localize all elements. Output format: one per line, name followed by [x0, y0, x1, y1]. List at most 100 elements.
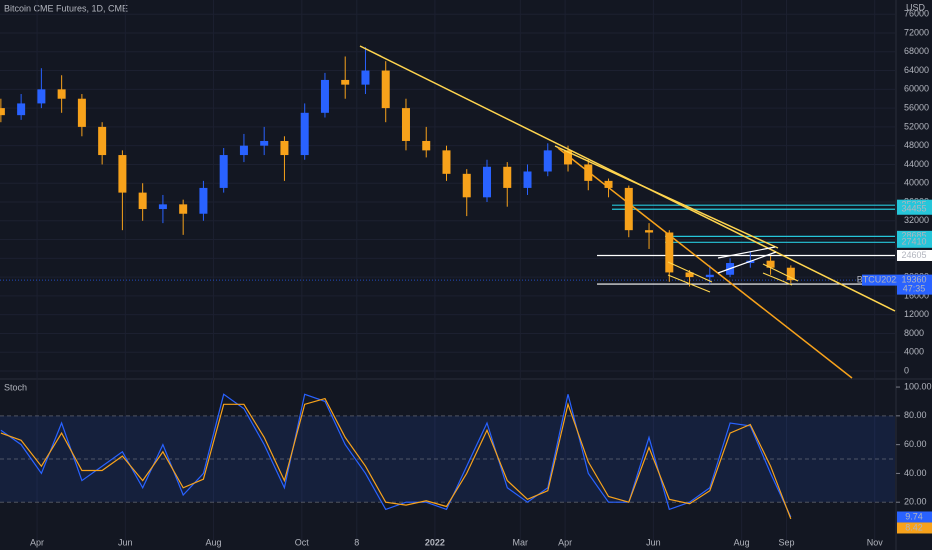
candle-body: [442, 150, 451, 174]
x-tick-label: Sep: [778, 537, 794, 547]
channel-line: [667, 274, 711, 293]
y-tick-label: 4000: [904, 347, 924, 357]
symbol-box: [862, 274, 897, 286]
last-price-label: 19360: [901, 274, 926, 284]
x-tick-label: Jun: [118, 537, 133, 547]
candle-body: [260, 140, 269, 146]
channel-line: [762, 272, 793, 286]
candle-body: [482, 166, 491, 198]
y-tick-label: 52000: [904, 121, 929, 131]
candle-body: [786, 267, 795, 281]
candle-body: [503, 166, 512, 188]
candle-body: [0, 108, 5, 116]
candle-body: [17, 103, 26, 116]
level-label-box: [897, 230, 932, 242]
candle-body: [584, 164, 593, 181]
level-label: 27410: [901, 237, 926, 247]
candle-body: [57, 89, 66, 99]
candle-body: [381, 70, 390, 109]
candle-body: [645, 230, 654, 233]
x-tick-label: 2022: [425, 537, 445, 547]
x-tick-label: Aug: [206, 537, 222, 547]
candle-body: [320, 79, 329, 113]
candle-body: [118, 155, 127, 193]
y-tick-label: 64000: [904, 65, 929, 75]
candle-body: [300, 112, 309, 156]
y-tick-label: 60.00: [904, 439, 927, 449]
candle-body: [543, 150, 552, 172]
x-tick-label: Nov: [867, 537, 884, 547]
y-tick-label: 48000: [904, 140, 929, 150]
candle-body: [705, 274, 714, 278]
channel-line: [717, 251, 777, 274]
currency-label: USD: [906, 2, 926, 12]
candle-body: [523, 171, 532, 188]
level-label: 28685: [901, 231, 926, 241]
candle-body: [766, 260, 775, 268]
y-tick-label: 8000: [904, 328, 924, 338]
candle-body: [158, 204, 167, 210]
candle-body: [77, 98, 86, 127]
y-tick-label: 72000: [904, 27, 929, 37]
channel-line: [762, 263, 799, 282]
y-tick-label: 40000: [904, 178, 929, 188]
x-tick-label: 8: [354, 537, 359, 547]
y-tick-label: 16000: [904, 290, 929, 300]
x-tick-label: Oct: [295, 537, 310, 547]
y-tick-label: 0: [904, 365, 909, 375]
x-tick-label: Apr: [30, 537, 44, 547]
candle-body: [341, 79, 350, 85]
chart-title: Bitcoin CME Futures, 1D, CME: [4, 3, 128, 13]
channel-line: [717, 246, 776, 259]
candle-body: [685, 272, 694, 278]
y-tick-label: 40.00: [904, 468, 927, 478]
candle-body: [665, 232, 674, 273]
value-box: [897, 522, 932, 534]
y-tick-label: 44000: [904, 159, 929, 169]
channel-line: [667, 261, 713, 283]
value-label: 8.42: [905, 522, 923, 532]
y-tick-label: 68000: [904, 46, 929, 56]
x-tick-label: Jun: [646, 537, 661, 547]
candle-body: [179, 204, 188, 214]
value-box: [897, 511, 932, 523]
candle-body: [138, 192, 147, 210]
candle-body: [462, 173, 471, 198]
symbol-label: BTCU2022: [857, 274, 902, 284]
y-tick-label: 32000: [904, 215, 929, 225]
candle-body: [219, 155, 228, 188]
y-tick-label: 56000: [904, 102, 929, 112]
level-label: 24605: [901, 250, 926, 260]
level-label-box: [897, 236, 932, 248]
candle-body: [361, 70, 370, 85]
value-label: 9.74: [905, 511, 923, 521]
trend-line: [557, 147, 853, 379]
candle-body: [564, 150, 573, 165]
y-tick-label: 12000: [904, 309, 929, 319]
candle-body: [422, 140, 431, 151]
candle-body: [624, 187, 633, 231]
y-tick-label: 76000: [904, 9, 929, 19]
y-tick-label: 60000: [904, 84, 929, 94]
candle-body: [604, 180, 613, 188]
x-tick-label: Apr: [558, 537, 572, 547]
y-tick-label: 100.00: [904, 381, 932, 391]
countdown-label: 47:35: [903, 283, 926, 293]
candle-body: [98, 126, 107, 156]
stoch-title: Stoch: [4, 382, 27, 392]
level-label: 34455: [901, 204, 926, 214]
candle-body: [280, 140, 289, 156]
drawings: [359, 45, 896, 379]
trend-line: [554, 145, 779, 249]
x-tick-label: Aug: [734, 537, 750, 547]
candle-body: [401, 108, 410, 141]
candle-body: [37, 89, 46, 104]
candle-body: [239, 145, 248, 156]
stoch-line: [0, 397, 792, 520]
candle-body: [199, 187, 208, 214]
y-tick-label: 20.00: [904, 497, 927, 507]
y-tick-label: 80.00: [904, 410, 927, 420]
